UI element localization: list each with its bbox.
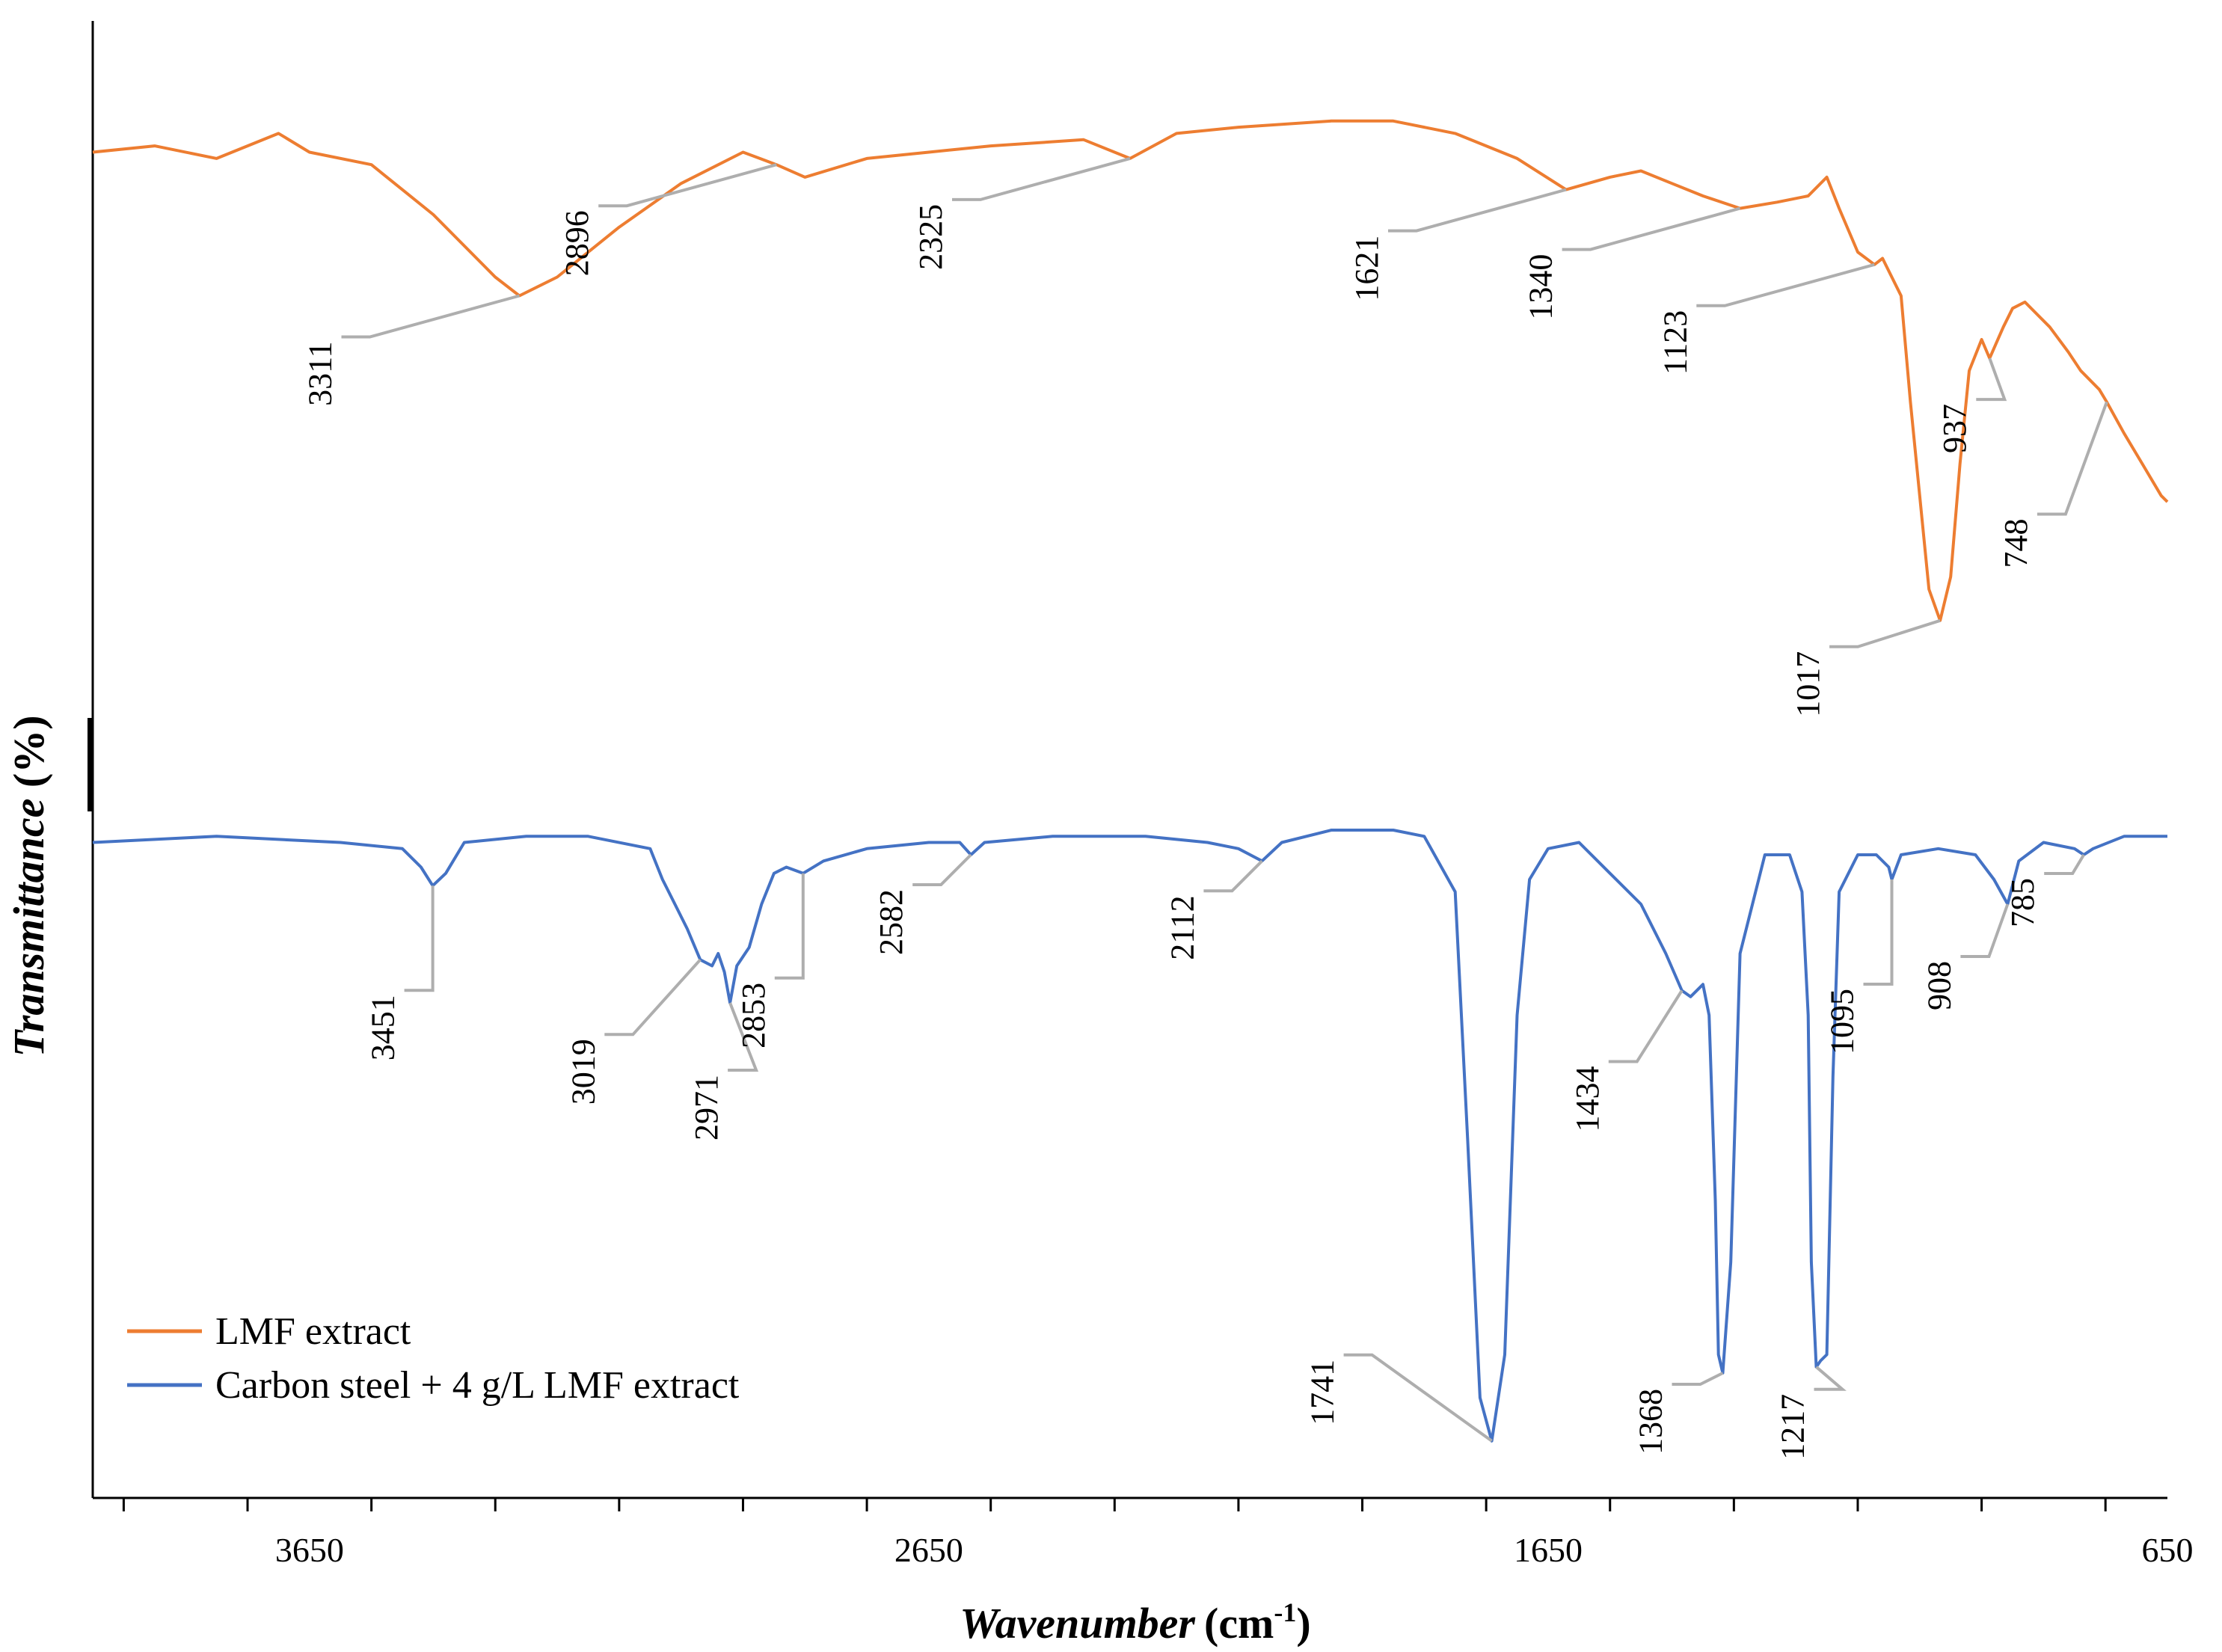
peak-leader-1368 [1672, 1372, 1724, 1386]
peak-leader-1017 [1829, 618, 1941, 648]
peak-label-1340: 1340 [1523, 254, 1559, 320]
x-tick-label: 1650 [1514, 1531, 1583, 1569]
peak-label-3451: 3451 [365, 995, 402, 1060]
x-axis-title: Wavenumber (cm-1) [960, 1597, 1310, 1648]
legend-label-2: Carbon steel + 4 g/L LMF extract [215, 1364, 740, 1407]
peak-leader-2112 [1203, 859, 1263, 893]
x-tick-label: 650 [2142, 1531, 2194, 1569]
peak-label-1095: 1095 [1824, 989, 1861, 1054]
peak-label-1017: 1017 [1790, 651, 1826, 717]
peak-label-2971: 2971 [688, 1075, 725, 1140]
peak-leader-3311 [341, 294, 521, 339]
peak-label-2896: 2896 [559, 210, 595, 276]
peak-label-3311: 3311 [302, 341, 339, 405]
peak-label-748: 748 [1998, 519, 2034, 568]
peak-label-3019: 3019 [565, 1039, 601, 1105]
peak-label-1741: 1741 [1304, 1360, 1341, 1425]
peak-leader-1217 [1814, 1366, 1847, 1391]
y-axis-title-unit: (%) [4, 715, 53, 798]
peak-leader-2971 [728, 1002, 759, 1072]
peak-leader-1741 [1343, 1353, 1493, 1443]
peak-leader-2853 [774, 873, 805, 980]
peak-label-785: 785 [2004, 878, 2041, 927]
peak-label-908: 908 [1921, 961, 1957, 1010]
peak-label-1368: 1368 [1633, 1389, 1669, 1455]
peak-leader-3451 [404, 885, 435, 992]
peak-leader-1434 [1608, 989, 1684, 1063]
x-axis-title-unit-close: ) [1296, 1599, 1310, 1648]
peak-leader-1123 [1696, 262, 1875, 307]
peak-label-2582: 2582 [873, 889, 909, 955]
x-axis-title-unit-exponent: -1 [1274, 1597, 1296, 1627]
peak-leader-1621 [1388, 188, 1567, 233]
peak-leader-748 [2037, 401, 2108, 516]
peak-leader-1340 [1562, 206, 1741, 251]
peak-leader-2325 [952, 156, 1131, 201]
x-axis-title-unit: (cm [1204, 1599, 1274, 1648]
peak-leader-785 [2044, 853, 2085, 875]
peak-label-2112: 2112 [1164, 895, 1200, 959]
x-tick-label: 3650 [275, 1531, 344, 1569]
peak-label-1217: 1217 [1774, 1394, 1811, 1460]
peak-leader-908 [1960, 903, 2010, 958]
peak-leader-937 [1976, 357, 2007, 402]
y-axis-title: Transmittance (%) [4, 715, 53, 1057]
peak-leader-3019 [604, 958, 702, 1037]
peak-leader-2582 [912, 853, 972, 886]
peak-leader-1095 [1863, 879, 1894, 986]
x-axis-title-main: Wavenumber [960, 1599, 1195, 1648]
peak-label-937: 937 [1936, 404, 1973, 453]
x-tick-label: 2650 [894, 1531, 963, 1569]
peak-label-2853: 2853 [735, 983, 772, 1048]
peak-label-1123: 1123 [1657, 310, 1693, 375]
legend-label-1: LMF extract [215, 1310, 411, 1353]
peak-leader-2896 [598, 163, 777, 208]
y-axis-title-main: Transmittance [4, 799, 53, 1057]
peak-label-2325: 2325 [912, 204, 949, 270]
peak-label-1621: 1621 [1348, 236, 1385, 301]
series-line-1 [92, 119, 2169, 622]
peak-label-1434: 1434 [1569, 1066, 1606, 1131]
